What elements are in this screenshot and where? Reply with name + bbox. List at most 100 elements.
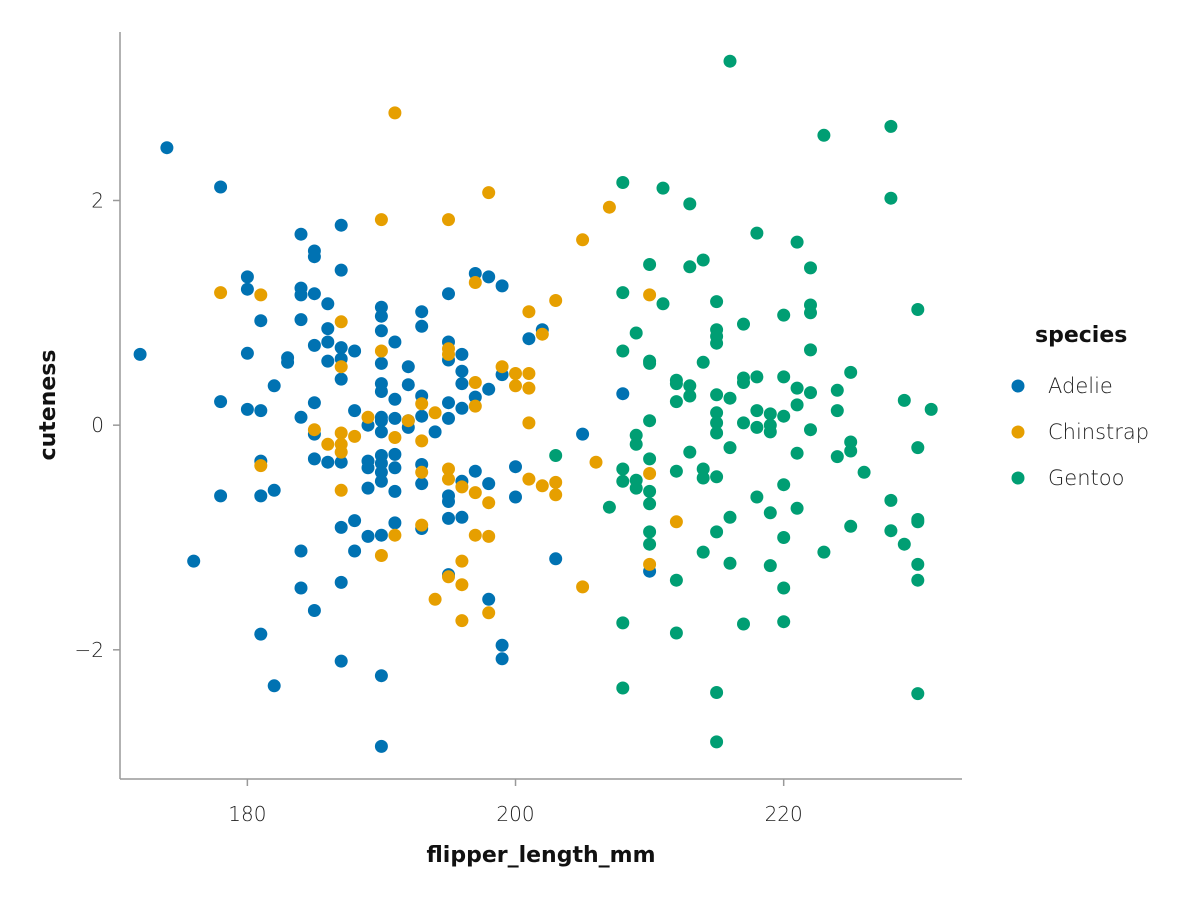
- point-chinstrap-25: [442, 213, 455, 227]
- point-adelie-105: [455, 401, 469, 415]
- point-chinstrap-52: [522, 472, 536, 486]
- point-chinstrap-2: [254, 459, 268, 473]
- point-gentoo-9: [629, 326, 643, 340]
- point-adelie-1: [160, 141, 174, 155]
- point-adelie-4: [214, 395, 228, 409]
- point-gentoo-101: [884, 119, 898, 133]
- point-adelie-38: [321, 354, 335, 368]
- point-gentoo-64: [750, 370, 764, 384]
- point-gentoo-63: [750, 226, 764, 240]
- point-chinstrap-64: [643, 557, 657, 571]
- point-adelie-111: [482, 270, 496, 284]
- point-adelie-22: [294, 288, 308, 302]
- point-gentoo-55: [723, 441, 737, 455]
- point-adelie-86: [415, 319, 429, 333]
- point-adelie-36: [321, 322, 335, 336]
- point-chinstrap-35: [428, 592, 442, 606]
- point-adelie-72: [374, 669, 388, 683]
- point-adelie-96: [442, 396, 455, 410]
- point-adelie-45: [334, 455, 348, 469]
- point-adelie-57: [361, 529, 375, 543]
- point-adelie-68: [374, 456, 388, 470]
- point-adelie-124: [576, 427, 590, 441]
- point-gentoo-39: [696, 471, 710, 485]
- point-chinstrap-24: [428, 406, 442, 420]
- point-gentoo-104: [884, 524, 898, 538]
- point-gentoo-91: [817, 128, 831, 142]
- point-chinstrap-13: [374, 213, 388, 227]
- point-gentoo-66: [750, 420, 764, 434]
- point-adelie-114: [482, 592, 496, 606]
- point-chinstrap-63: [643, 467, 657, 480]
- point-gentoo-51: [710, 686, 724, 699]
- point-adelie-76: [388, 411, 402, 425]
- point-gentoo-65: [750, 404, 764, 418]
- point-gentoo-48: [710, 426, 724, 440]
- point-gentoo-114: [924, 402, 938, 416]
- point-adelie-48: [334, 654, 348, 668]
- x-tick-label-200: 200: [496, 802, 534, 826]
- point-adelie-78: [388, 461, 402, 475]
- point-chinstrap-28: [442, 462, 455, 476]
- point-adelie-107: [455, 510, 469, 524]
- point-adelie-119: [509, 460, 522, 474]
- point-chinstrap-38: [468, 399, 482, 413]
- point-chinstrap-16: [388, 106, 402, 120]
- point-gentoo-88: [804, 343, 817, 357]
- point-adelie-13: [254, 489, 268, 503]
- point-gentoo-52: [710, 735, 724, 749]
- point-gentoo-19: [643, 484, 657, 498]
- point-chinstrap-56: [549, 475, 563, 489]
- point-gentoo-78: [777, 581, 791, 595]
- point-gentoo-53: [723, 54, 737, 68]
- point-gentoo-100: [857, 465, 871, 479]
- point-chinstrap-22: [415, 465, 429, 479]
- point-chinstrap-20: [415, 397, 429, 411]
- point-chinstrap-41: [482, 186, 496, 200]
- point-chinstrap-51: [522, 416, 536, 430]
- point-adelie-79: [388, 484, 402, 498]
- point-adelie-10: [254, 314, 268, 328]
- point-chinstrap-58: [576, 233, 590, 247]
- point-gentoo-23: [656, 181, 670, 195]
- point-chinstrap-14: [374, 344, 388, 358]
- point-gentoo-33: [683, 379, 697, 393]
- point-chinstrap-4: [321, 437, 335, 451]
- point-gentoo-5: [616, 462, 630, 476]
- point-gentoo-61: [737, 416, 750, 430]
- point-adelie-28: [307, 250, 321, 264]
- point-gentoo-96: [844, 365, 858, 379]
- point-chinstrap-62: [643, 288, 657, 302]
- point-adelie-58: [374, 300, 388, 314]
- point-chinstrap-37: [468, 376, 482, 389]
- point-adelie-26: [294, 581, 308, 595]
- point-adelie-121: [522, 332, 536, 346]
- x-ticks: 180 200 220: [228, 779, 803, 826]
- point-gentoo-41: [710, 295, 724, 309]
- point-adelie-2: [187, 554, 201, 568]
- point-chinstrap-33: [455, 578, 469, 592]
- legend-title: species: [1035, 323, 1127, 348]
- point-gentoo-83: [790, 446, 804, 460]
- point-gentoo-27: [669, 395, 683, 409]
- point-chinstrap-36: [468, 276, 482, 289]
- point-gentoo-106: [897, 537, 911, 551]
- point-gentoo-29: [669, 573, 683, 587]
- point-gentoo-85: [804, 261, 817, 275]
- point-adelie-33: [307, 452, 321, 466]
- point-adelie-44: [334, 372, 348, 386]
- point-adelie-40: [334, 218, 348, 232]
- point-adelie-15: [267, 379, 281, 393]
- point-gentoo-84: [790, 501, 804, 515]
- point-chinstrap-54: [535, 479, 549, 493]
- legend-label-gentoo: Gentoo: [1048, 466, 1124, 490]
- point-gentoo-17: [643, 414, 657, 428]
- point-gentoo-89: [804, 386, 817, 400]
- point-gentoo-40: [696, 545, 710, 559]
- point-adelie-110: [468, 464, 482, 478]
- point-chinstrap-44: [482, 606, 496, 620]
- point-gentoo-107: [911, 303, 925, 316]
- point-adelie-6: [240, 270, 254, 284]
- point-gentoo-57: [723, 556, 737, 570]
